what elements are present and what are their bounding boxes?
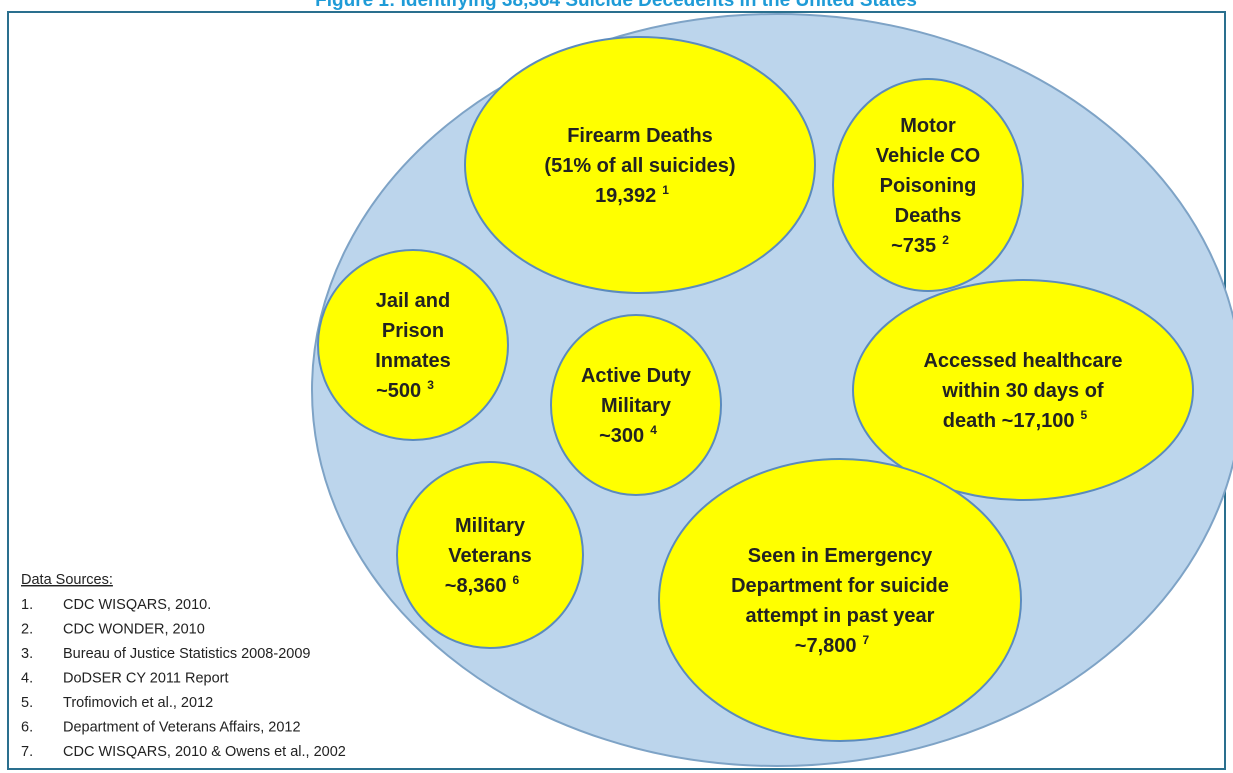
node-text: Firearm Deaths (51% of all suicides) 19,39… xyxy=(544,125,735,207)
node-text: Accessed healthcare within 30 days of deat… xyxy=(923,350,1122,432)
node-line: Firearm Deaths xyxy=(567,125,713,147)
node-line: Deaths xyxy=(895,205,962,227)
node-line: death ~17,100 xyxy=(943,410,1075,432)
node-ellipse xyxy=(832,78,1024,292)
node-line: ~500 xyxy=(376,380,421,402)
source-number: 4. xyxy=(21,671,33,687)
node-ref: 3 xyxy=(427,378,434,392)
source-number: 7. xyxy=(21,744,33,760)
node-text: Seen in Emergency Department for suicide a… xyxy=(731,545,949,657)
node-ref: 6 xyxy=(513,573,520,587)
source-number: 2. xyxy=(21,622,33,638)
node-line: Department for suicide xyxy=(731,575,949,597)
node-line: ~7,800 xyxy=(795,635,857,657)
node-ref: 4 xyxy=(650,423,657,437)
node-line: Inmates xyxy=(375,350,451,372)
node-line: within 30 days of xyxy=(941,380,1103,402)
node-line: Active Duty xyxy=(581,365,692,387)
node-text: Jail and Prison Inmates ~500 3 xyxy=(375,290,451,402)
node-line: Seen in Emergency xyxy=(748,545,933,567)
source-number: 5. xyxy=(21,695,33,711)
node: Firearm Deaths (51% of all suicides) 19,39… xyxy=(464,36,816,294)
node: Active Duty Military ~300 4 xyxy=(550,314,722,496)
nodes: Firearm Deaths (51% of all suicides) 19,39… xyxy=(317,36,1194,742)
node-ref: 7 xyxy=(863,633,870,647)
source-number: 3. xyxy=(21,646,33,662)
node-line: 19,392 xyxy=(595,185,656,207)
source-number: 1. xyxy=(21,597,33,613)
node-line: ~8,360 xyxy=(445,575,507,597)
source-number: 6. xyxy=(21,720,33,736)
node-line: attempt in past year xyxy=(746,605,935,627)
source-text: Trofimovich et al., 2012 xyxy=(63,695,213,711)
node-ellipse xyxy=(396,461,584,649)
node-line: Vehicle CO xyxy=(876,145,981,167)
node-ellipse xyxy=(658,458,1022,742)
sources-header: Data Sources: xyxy=(21,572,113,588)
node-line: Jail and xyxy=(376,290,450,312)
source-text: CDC WONDER, 2010 xyxy=(63,622,205,638)
node: Jail and Prison Inmates ~500 3 xyxy=(317,249,509,441)
node-ellipse xyxy=(464,36,816,294)
node-line: Poisoning xyxy=(880,175,977,197)
node: Military Veterans ~8,360 6 xyxy=(396,461,584,649)
source-text: DoDSER CY 2011 Report xyxy=(63,671,229,687)
node-ref: 1 xyxy=(662,183,669,197)
node-ref: 2 xyxy=(942,233,949,247)
node-line: ~300 xyxy=(599,425,644,447)
node-ellipse xyxy=(317,249,509,441)
sources: Data Sources: 1. CDC WISQARS, 2010. 2. CDC W… xyxy=(21,572,346,760)
node-line: Military xyxy=(601,395,672,417)
node-line: Military xyxy=(455,515,526,537)
node: Accessed healthcare within 30 days of deat… xyxy=(852,279,1194,501)
node-line: Prison xyxy=(382,320,444,342)
node-line: Motor xyxy=(900,115,956,137)
source-text: CDC WISQARS, 2010. xyxy=(63,597,211,613)
node-ellipse xyxy=(550,314,722,496)
node: Motor Vehicle CO Poisoning Deaths ~735 2 xyxy=(832,78,1024,292)
node: Seen in Emergency Department for suicide a… xyxy=(658,458,1022,742)
node-line: (51% of all suicides) xyxy=(544,155,735,177)
node-ref: 5 xyxy=(1081,408,1088,422)
node-line: Veterans xyxy=(448,545,531,567)
node-line: Accessed healthcare xyxy=(923,350,1122,372)
node-ellipse xyxy=(852,279,1194,501)
source-text: CDC WISQARS, 2010 & Owens et al., 2002 xyxy=(63,744,346,760)
source-text: Department of Veterans Affairs, 2012 xyxy=(63,720,301,736)
title: Figure 1: Identifying 38,364 Suicide Dec… xyxy=(315,0,917,11)
source-text: Bureau of Justice Statistics 2008-2009 xyxy=(63,646,310,662)
node-text: Active Duty Military ~300 4 xyxy=(581,365,692,447)
node-line: ~735 xyxy=(891,235,936,257)
node-text: Military Veterans ~8,360 6 xyxy=(445,515,532,597)
node-text: Motor Vehicle CO Poisoning Deaths ~735 2 xyxy=(876,115,981,257)
